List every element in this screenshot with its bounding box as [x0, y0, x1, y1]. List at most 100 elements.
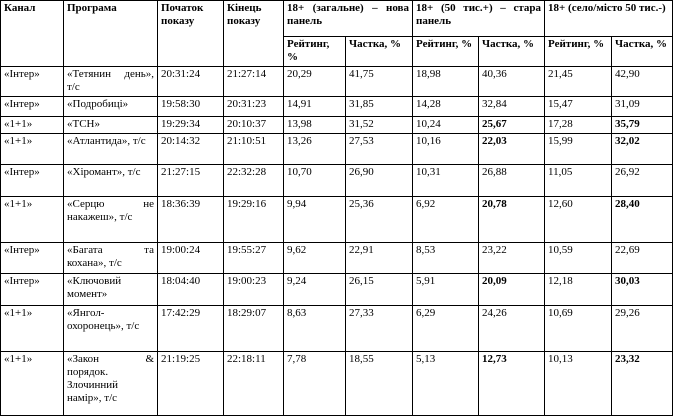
table-cell: 10,13 [544, 351, 613, 416]
table-cell: 9,62 [283, 242, 346, 274]
table-cell: «1+1» [0, 305, 64, 352]
table-cell: 27,33 [345, 305, 413, 352]
table-row: «1+1» «Серцю не накажеш», т/с 18:36:39 19:2… [0, 196, 673, 243]
table-cell: 11,05 [544, 164, 613, 197]
table-cell: «Ключовий момент» [63, 273, 158, 306]
table-row: «Інтер» «Хіромант», т/с 21:27:15 22:32:28 10… [0, 164, 673, 197]
table-cell: 30,03 [611, 273, 673, 306]
table-cell: 15,99 [544, 133, 613, 165]
table-row: «1+1» «ТСН» 19:29:34 20:10:37 13,98 31,52 10,2… [0, 116, 673, 134]
table-cell: 19:00:24 [157, 242, 224, 274]
table-cell: 22,03 [477, 133, 546, 165]
table-cell: 41,75 [345, 66, 413, 97]
table-cell: 17,28 [544, 116, 613, 134]
header-cell: 18+ (50 тис.+) – стара панель [411, 0, 546, 37]
table-cell: 23,22 [477, 242, 546, 274]
table-cell: «Інтер» [0, 66, 64, 97]
table-cell: 12,73 [477, 351, 546, 416]
table-cell: 10,16 [412, 133, 479, 165]
table-cell: 13,26 [283, 133, 346, 165]
table-cell: 26,88 [477, 164, 546, 197]
table-cell: «1+1» [0, 133, 64, 165]
table-cell: 20,78 [477, 196, 546, 243]
table-cell: 8,63 [283, 305, 346, 352]
table-cell: «1+1» [0, 351, 64, 416]
table-cell: 17:42:29 [157, 305, 224, 352]
table-cell: 19:00:23 [223, 273, 284, 306]
table-cell: 9,24 [283, 273, 346, 306]
table-cell: 26,90 [345, 164, 413, 197]
table-cell: 40,36 [477, 66, 546, 97]
table-cell: 18:36:39 [157, 196, 224, 243]
table-row: «1+1» «Янгол-охоронець», т/с 17:42:29 18:29… [0, 305, 673, 352]
table-cell: 8,53 [412, 242, 479, 274]
table-cell: «Інтер» [0, 273, 64, 306]
table-cell: 35,79 [611, 116, 673, 134]
table-cell: 21:10:51 [223, 133, 284, 165]
table-cell: 29,26 [611, 305, 673, 352]
table-cell: 5,13 [412, 351, 479, 416]
table-cell: 22,91 [345, 242, 413, 274]
table-cell: 9,94 [283, 196, 346, 243]
table-cell: 6,29 [412, 305, 479, 352]
table-cell: 15,47 [544, 96, 613, 117]
table-cell: 27,53 [345, 133, 413, 165]
table-cell: 22:32:28 [223, 164, 284, 197]
table-cell: «Серцю не накажеш», т/с [63, 196, 158, 243]
header-cell: Кінець показу [223, 0, 284, 67]
table-cell: 21:27:14 [223, 66, 284, 97]
table-cell: 6,92 [412, 196, 479, 243]
table-cell: 10,24 [412, 116, 479, 134]
table-cell: 10,59 [544, 242, 613, 274]
table-cell: 32,02 [611, 133, 673, 165]
subheader-cell: Частка, % [611, 36, 673, 67]
table-cell: 5,91 [412, 273, 479, 306]
table-cell: 25,36 [345, 196, 413, 243]
table-cell: «Закон & порядок. Злочинний намір», т/с [63, 351, 158, 416]
table-cell: «Подробиці» [63, 96, 158, 117]
subheader-cell: Рейтинг, % [412, 36, 479, 67]
table-cell: «Янгол-охоронець», т/с [63, 305, 158, 352]
subheader-row: Рейтинг, % Частка, % Рейтинг, % Частка, % Ре… [1, 36, 673, 67]
table-cell: 14,28 [412, 96, 479, 117]
table-cell: 20:14:32 [157, 133, 224, 165]
table-cell: 23,32 [611, 351, 673, 416]
table-cell: 10,69 [544, 305, 613, 352]
table-cell: 28,40 [611, 196, 673, 243]
table-cell: 32,84 [477, 96, 546, 117]
table-cell: 31,52 [345, 116, 413, 134]
table-cell: 20,09 [477, 273, 546, 306]
table-cell: «Хіромант», т/с [63, 164, 158, 197]
table-row: «1+1» «Атлантида», т/с 20:14:32 21:10:51 13,… [0, 133, 673, 165]
header-cell: Програма [63, 0, 158, 67]
table-cell: 22,69 [611, 242, 673, 274]
table-cell: «Інтер» [0, 164, 64, 197]
table-body: «Інтер» «Тетянин день», т/с 20:31:24 21:27:… [0, 66, 673, 416]
table-cell: 7,78 [283, 351, 346, 416]
table-row: «Інтер» «Подробиці» 19:58:30 20:31:23 14,91 3… [0, 96, 673, 117]
table-cell: 20,29 [283, 66, 346, 97]
table-cell: «Атлантида», т/с [63, 133, 158, 165]
subheader-cell: Рейтинг, % [544, 36, 613, 67]
table-row: «Інтер» «Багата та кохана», т/с 19:00:24 19… [0, 242, 673, 274]
table-row: «Інтер» «Ключовий момент» 18:04:40 19:00:23… [0, 273, 673, 306]
table-cell: 42,90 [611, 66, 673, 97]
table-cell: 20:10:37 [223, 116, 284, 134]
table-cell: «Багата та кохана», т/с [63, 242, 158, 274]
table-cell: 22:18:11 [223, 351, 284, 416]
table-cell: 18,98 [412, 66, 479, 97]
table-cell: «Тетянин день», т/с [63, 66, 158, 97]
table-cell: 12,60 [544, 196, 613, 243]
table-cell: 19:58:30 [157, 96, 224, 117]
table-row: «1+1» «Закон & порядок. Злочинний намір»,… [0, 351, 673, 416]
table-cell: 18,55 [345, 351, 413, 416]
table-cell: 10,70 [283, 164, 346, 197]
table-cell: 26,15 [345, 273, 413, 306]
table-cell: 18:29:07 [223, 305, 284, 352]
table-row: «Інтер» «Тетянин день», т/с 20:31:24 21:27:… [0, 66, 673, 97]
table-cell: 21:27:15 [157, 164, 224, 197]
table-cell: «Інтер» [0, 242, 64, 274]
table-cell: 25,67 [477, 116, 546, 134]
table-cell: 12,18 [544, 273, 613, 306]
